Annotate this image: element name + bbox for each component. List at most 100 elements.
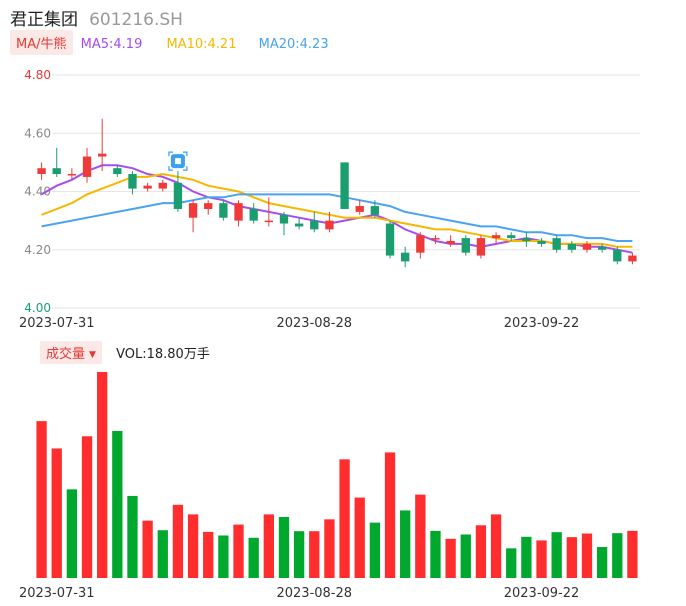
- candle: [82, 147, 92, 183]
- candle: [522, 232, 531, 247]
- candle: [446, 235, 455, 247]
- candlesticks: [37, 118, 637, 268]
- volume-bar: [460, 534, 471, 578]
- candle-body: [234, 203, 243, 221]
- volume-bar: [36, 421, 47, 578]
- candle: [385, 220, 395, 259]
- candle: [37, 162, 46, 180]
- candle: [325, 211, 334, 233]
- volume-bar: [384, 452, 396, 578]
- candle: [340, 162, 349, 209]
- candle: [537, 238, 546, 247]
- volume-bar: [536, 540, 547, 578]
- volume-bar: [278, 517, 290, 578]
- ma-indicator-selector[interactable]: MA/牛熊: [10, 30, 73, 55]
- candle: [491, 232, 501, 244]
- ma20-line: [41, 193, 633, 242]
- volume-bar: [339, 459, 350, 578]
- x-tick-label: 2023-07-31: [19, 316, 95, 331]
- candle: [204, 200, 213, 215]
- volume-bar: [324, 519, 335, 578]
- candle-body: [476, 238, 486, 256]
- volume-bar: [112, 430, 123, 578]
- volume-bar: [612, 533, 623, 578]
- candle-body: [597, 246, 607, 250]
- candle-body: [294, 223, 304, 227]
- candle-body: [340, 162, 349, 209]
- y-tick-label: 4.40: [24, 185, 51, 199]
- candle: [416, 232, 425, 259]
- candle-body: [446, 241, 455, 244]
- candle-body: [416, 235, 425, 253]
- candle: [431, 235, 440, 244]
- candle: [461, 235, 470, 256]
- candle-body: [461, 238, 470, 253]
- event-marker: [168, 151, 188, 171]
- candle: [582, 241, 592, 253]
- candle-body: [143, 185, 152, 189]
- ma5-legend: MA5:4.19: [80, 37, 143, 52]
- candle-body: [37, 168, 46, 175]
- candle: [98, 118, 107, 172]
- volume-bar: [581, 533, 593, 578]
- candle-body: [628, 255, 637, 262]
- volume-bar: [445, 538, 456, 578]
- volume-bar: [97, 372, 108, 578]
- ma10-legend: MA10:4.21: [166, 37, 237, 52]
- candle: [158, 179, 167, 192]
- volume-bar: [248, 537, 259, 578]
- candle-body: [552, 238, 561, 250]
- candle-body: [158, 182, 167, 189]
- ma20-legend: MA20:4.23: [258, 37, 329, 52]
- candle-body: [219, 203, 228, 218]
- volume-bar: [566, 537, 577, 578]
- volume-bar: [627, 530, 638, 578]
- volume-bar: [51, 448, 62, 578]
- volume-indicator-selector[interactable]: 成交量 ▼: [40, 341, 102, 364]
- volume-bar: [475, 525, 487, 578]
- candle: [294, 217, 304, 230]
- ma10-line: [41, 172, 633, 248]
- volume-x-axis: 2023-07-31 2023-08-28 2023-09-22: [19, 586, 579, 601]
- candle-body: [188, 203, 198, 218]
- candle-body: [128, 174, 137, 189]
- stock-name: 君正集团: [10, 10, 78, 30]
- volume-bar: [66, 489, 78, 578]
- candle: [507, 232, 516, 242]
- volume-bar: [218, 535, 229, 578]
- volume-bar: [172, 504, 184, 578]
- candle: [567, 241, 576, 253]
- candle-body: [431, 238, 440, 240]
- volume-bar: [233, 524, 244, 578]
- volume-bar: [127, 495, 138, 578]
- stock-header: 君正集团 601216.SH: [10, 5, 183, 30]
- volume-bar: [400, 510, 411, 578]
- candle: [628, 252, 637, 265]
- volume-bar: [354, 497, 365, 578]
- ma5-line: [41, 164, 633, 254]
- y-tick-label: 4.80: [24, 68, 51, 82]
- event-icon-frame: [168, 151, 188, 171]
- candle-body: [567, 243, 576, 250]
- ma-legend: MA/牛熊 MA5:4.19 MA10:4.21 MA20:4.23: [10, 30, 329, 55]
- volume-bar: [309, 531, 320, 578]
- candle-body: [113, 168, 122, 175]
- volume-bar: [293, 531, 305, 578]
- candle-body: [173, 182, 183, 209]
- candle: [173, 171, 183, 212]
- volume-bar: [187, 514, 199, 578]
- volume-bar: [142, 520, 153, 578]
- candle-body: [52, 168, 61, 175]
- candle: [613, 246, 622, 265]
- candle: [113, 165, 122, 177]
- candle: [476, 235, 486, 259]
- volume-bar: [506, 548, 517, 578]
- x-tick-label: 2023-09-22: [504, 316, 580, 331]
- candle-body: [82, 156, 92, 177]
- stock-code: 601216.SH: [89, 10, 183, 30]
- candle: [249, 203, 258, 224]
- candle-body: [98, 153, 107, 157]
- candle-body: [249, 208, 258, 221]
- candle: [128, 171, 137, 195]
